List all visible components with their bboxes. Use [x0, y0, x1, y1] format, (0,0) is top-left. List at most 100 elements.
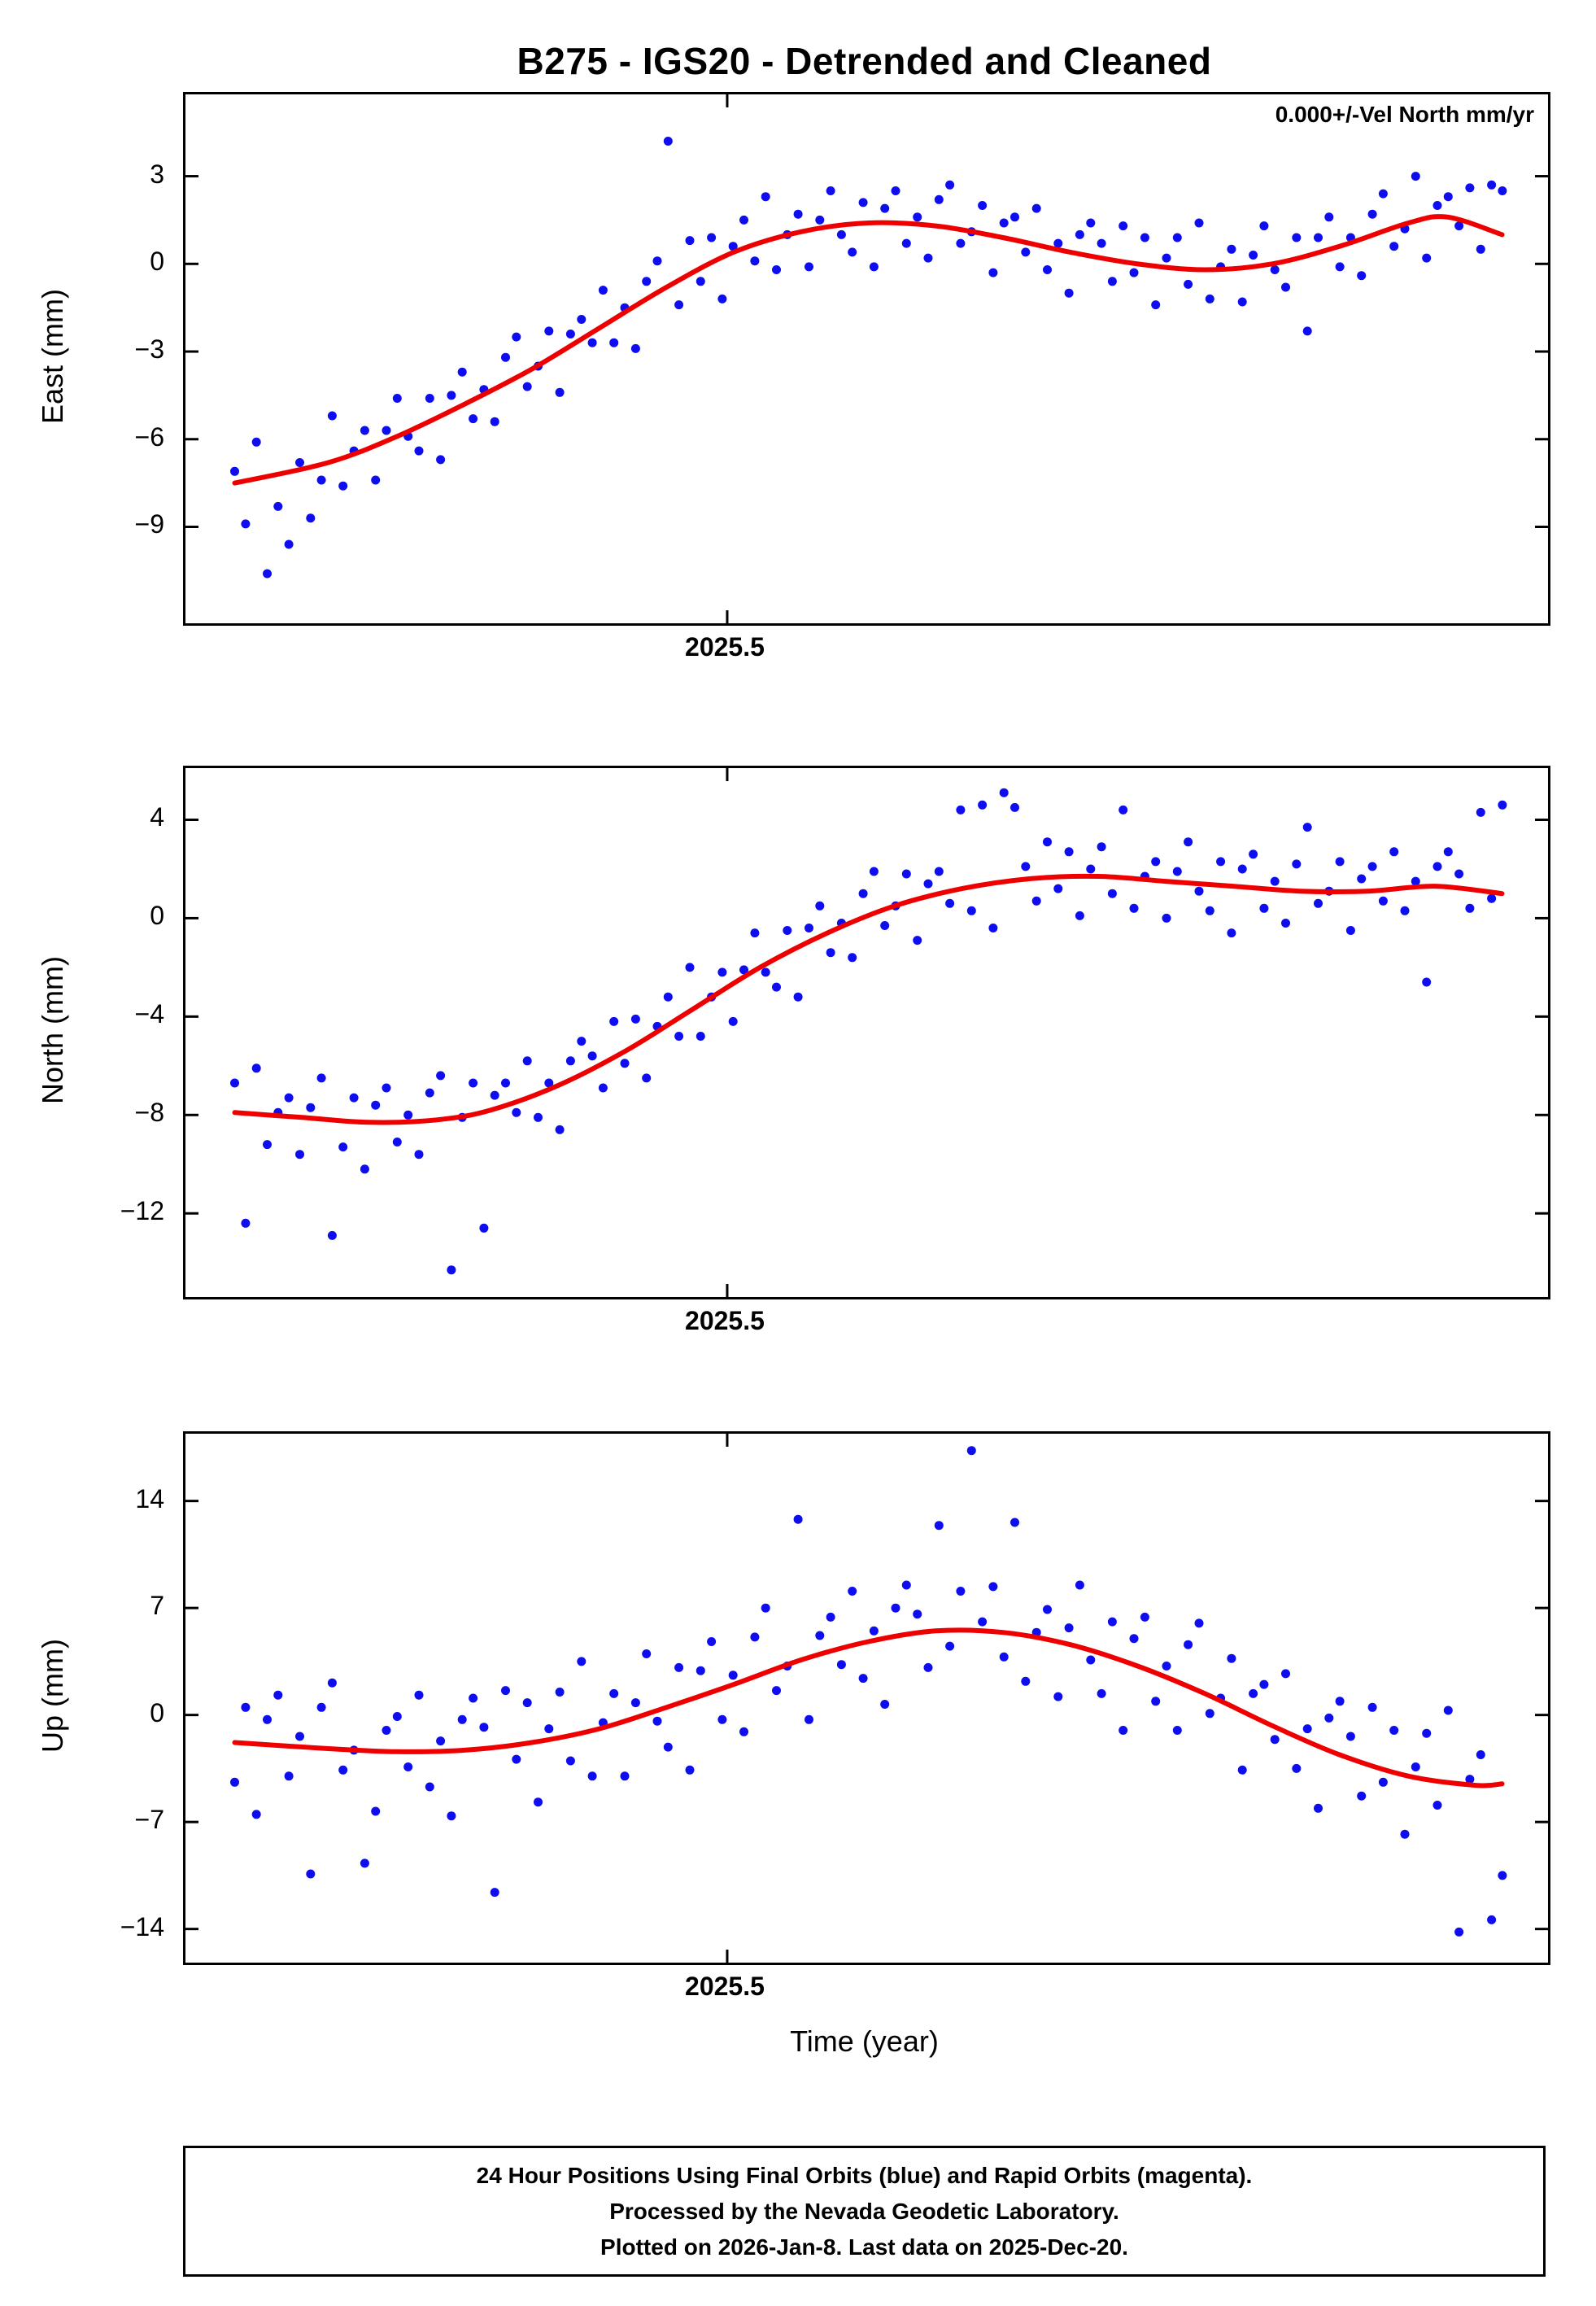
data-point	[1443, 1705, 1453, 1715]
data-point	[392, 1138, 402, 1146]
footer-box: 24 Hour Positions Using Final Orbits (bl…	[183, 2146, 1546, 2277]
data-point	[295, 458, 304, 467]
data-point	[1184, 837, 1193, 847]
data-point	[1335, 1697, 1345, 1706]
data-point	[1476, 1750, 1485, 1759]
data-point	[447, 1811, 456, 1821]
data-point	[241, 519, 251, 529]
east-plot-area	[183, 92, 1550, 626]
data-point	[1302, 823, 1312, 832]
data-point	[1487, 180, 1497, 190]
data-point	[1259, 903, 1269, 913]
north-plot-svg	[185, 768, 1548, 1297]
data-point	[1064, 847, 1074, 857]
data-point	[1302, 326, 1312, 336]
data-point	[1010, 1518, 1019, 1527]
data-point	[382, 1726, 391, 1735]
data-point	[577, 315, 587, 324]
data-point	[327, 411, 337, 421]
data-point	[783, 926, 792, 935]
data-point	[750, 1632, 760, 1642]
data-point	[739, 965, 748, 975]
up-plot-svg	[185, 1434, 1548, 1963]
data-point	[1064, 1623, 1074, 1633]
data-point	[674, 1662, 684, 1672]
data-point	[956, 805, 966, 815]
data-point	[349, 1093, 359, 1103]
data-point	[901, 238, 911, 248]
data-point	[1357, 1791, 1367, 1801]
data-point	[901, 1580, 911, 1590]
up-panel: Up (mm) 2025.5 14 7 0 −7 −14	[0, 1431, 1596, 2025]
data-point	[1259, 221, 1269, 231]
data-point	[414, 446, 424, 456]
data-point	[934, 1521, 944, 1531]
data-point	[1292, 233, 1302, 242]
data-point	[988, 1582, 998, 1592]
data-point	[826, 1612, 835, 1622]
data-point	[1086, 1655, 1096, 1665]
data-point	[1031, 896, 1041, 906]
data-point	[1086, 864, 1096, 874]
data-point	[880, 203, 890, 213]
data-point	[263, 569, 272, 579]
data-point	[1270, 265, 1280, 274]
data-point	[1314, 898, 1323, 908]
data-point	[630, 1698, 640, 1708]
data-point	[1443, 847, 1453, 857]
north-x-tick-label: 2025.5	[685, 1306, 765, 1335]
east-panel: East (mm) 0.000+/-Vel North mm/yr 2025.5…	[0, 92, 1596, 686]
y-tick-label: −3	[134, 334, 164, 365]
data-point	[490, 1090, 499, 1100]
east-plot-svg	[185, 94, 1548, 623]
data-point	[512, 1754, 521, 1764]
data-point	[469, 1693, 478, 1703]
data-point	[1162, 253, 1171, 263]
data-point	[263, 1714, 272, 1724]
data-point	[999, 1652, 1009, 1662]
data-point	[1021, 862, 1031, 871]
data-point	[913, 1609, 922, 1619]
scatter-points	[230, 1446, 1507, 1937]
data-point	[1281, 1669, 1290, 1679]
data-point	[913, 212, 922, 222]
y-tick-label: 14	[135, 1483, 164, 1513]
data-point	[1476, 244, 1485, 254]
data-point	[425, 1088, 434, 1098]
data-point	[1227, 928, 1236, 938]
data-point	[728, 1016, 738, 1026]
data-point	[1140, 1612, 1149, 1622]
data-point	[577, 1657, 587, 1666]
data-point	[717, 967, 727, 977]
data-point	[490, 1888, 499, 1898]
data-point	[327, 1678, 337, 1688]
data-point	[1411, 876, 1420, 886]
data-point	[587, 1051, 597, 1061]
data-point	[251, 437, 261, 447]
data-point	[1184, 279, 1193, 289]
data-point	[512, 1107, 521, 1117]
data-point	[945, 898, 955, 908]
data-point	[1357, 271, 1367, 281]
data-point	[805, 1714, 813, 1724]
data-point	[522, 1056, 532, 1066]
data-point	[382, 1083, 391, 1093]
data-point	[815, 901, 825, 911]
data-point	[1422, 1728, 1432, 1738]
data-point	[447, 1265, 456, 1275]
data-point	[577, 1037, 587, 1046]
data-point	[793, 209, 803, 219]
data-point	[565, 1756, 575, 1766]
data-point	[1010, 802, 1019, 812]
data-point	[1345, 1732, 1355, 1741]
data-point	[923, 1662, 933, 1672]
data-point	[1249, 1688, 1258, 1698]
data-point	[1292, 859, 1302, 869]
north-panel: North (mm) 2025.5 4 0 −4 −8 −12	[0, 766, 1596, 1360]
data-point	[826, 186, 835, 195]
data-point	[750, 928, 760, 938]
data-point	[457, 367, 467, 377]
data-point	[1119, 805, 1128, 815]
data-point	[1465, 903, 1475, 913]
y-tick-label: 0	[150, 901, 164, 931]
